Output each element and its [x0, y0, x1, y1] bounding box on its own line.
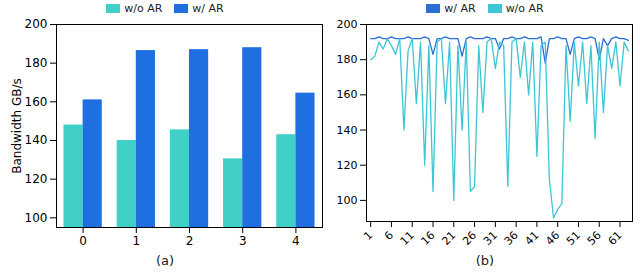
svg-text:4: 4 [292, 234, 300, 248]
svg-text:3: 3 [239, 234, 247, 248]
svg-text:46: 46 [543, 229, 562, 248]
svg-text:180: 180 [25, 56, 48, 70]
html-text:w/o AR: w/o AR [505, 1, 544, 15]
svg-text:51: 51 [564, 229, 583, 248]
svg-text:56: 56 [585, 229, 604, 248]
svg-text:140: 140 [337, 124, 358, 137]
svg-text:1: 1 [361, 229, 375, 243]
svg-text:36: 36 [502, 229, 521, 248]
html-text:w/ AR: w/ AR [444, 1, 476, 15]
html-text:w/ AR: w/ AR [192, 1, 224, 15]
svg-text:16: 16 [419, 229, 438, 248]
svg-text:Bandwidth GB/s: Bandwidth GB/s [10, 78, 24, 174]
svg-text:200: 200 [25, 17, 48, 31]
svg-text:160: 160 [25, 95, 48, 109]
svg-text:160: 160 [337, 88, 358, 101]
svg-text:180: 180 [337, 53, 358, 66]
svg-text:6: 6 [382, 229, 396, 243]
svg-text:140: 140 [25, 133, 48, 147]
html-text:(b): (b) [475, 253, 495, 268]
svg-text:26: 26 [460, 229, 479, 248]
svg-text:200: 200 [337, 18, 358, 31]
svg-text:1: 1 [132, 234, 140, 248]
svg-text:120: 120 [25, 172, 48, 186]
svg-text:2: 2 [186, 234, 194, 248]
svg-text:21: 21 [439, 229, 458, 248]
html-text:(a): (a) [155, 253, 175, 268]
svg-text:61: 61 [606, 229, 625, 248]
svg-text:0: 0 [79, 234, 87, 248]
html-text:w/o AR: w/o AR [124, 1, 163, 15]
svg-text:11: 11 [398, 229, 417, 248]
svg-text:31: 31 [481, 229, 500, 248]
svg-text:100: 100 [25, 211, 48, 225]
svg-text:100: 100 [337, 194, 358, 207]
svg-text:120: 120 [337, 159, 358, 172]
svg-text:41: 41 [522, 229, 541, 248]
